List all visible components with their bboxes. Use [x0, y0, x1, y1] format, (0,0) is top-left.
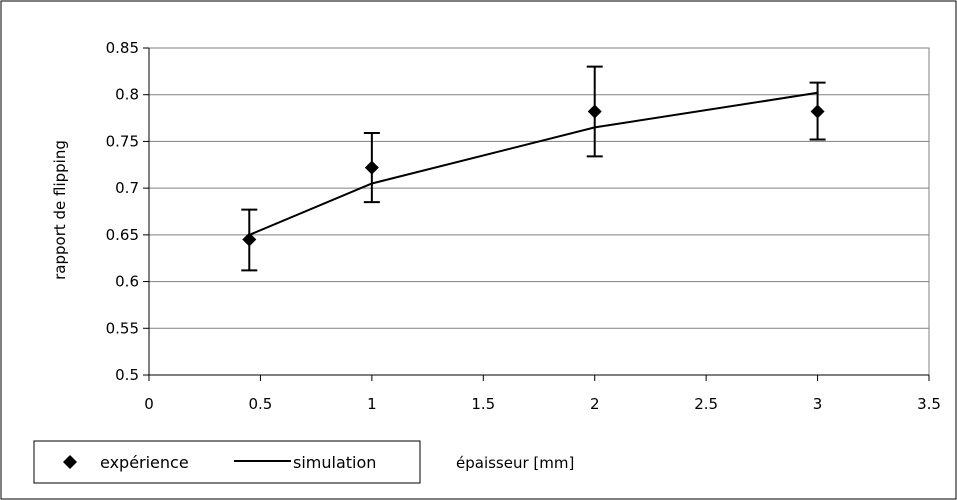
x-tick-label: 2.5 [694, 395, 718, 413]
experience-point [587, 104, 602, 119]
x-tick-label: 1.5 [471, 395, 495, 413]
y-tick-label: 0.65 [106, 226, 139, 244]
y-tick-label: 0.5 [115, 366, 139, 384]
x-tick-label: 0 [144, 395, 154, 413]
legend-box [33, 440, 421, 484]
series [241, 65, 826, 272]
y-axis-title: rapport de flipping [51, 140, 69, 280]
y-tick-label: 0.8 [115, 86, 139, 104]
x-tick-label: 1 [367, 395, 377, 413]
legend: expérience simulation [33, 440, 421, 484]
legend-label-simulation: simulation [293, 453, 376, 472]
x-tick-label: 3.5 [917, 395, 941, 413]
x-tick-label: 2 [590, 395, 600, 413]
x-axis-title: épaisseur [mm] [456, 454, 574, 472]
y-tick-label: 0.6 [115, 273, 139, 291]
y-tick-label: 0.75 [106, 132, 139, 150]
x-tick-label: 3 [813, 395, 823, 413]
plot-area [148, 47, 930, 376]
simulation-line [248, 91, 818, 236]
experience-point [810, 104, 825, 119]
y-tick-label: 0.55 [106, 319, 139, 337]
legend-marker-experience [63, 455, 77, 469]
axes: 0.5 0.55 0.6 0.65 0.7 0.75 0.8 0.85 0 0.5 1 1.5 2 2.5… [106, 39, 941, 413]
y-tick-label: 0.7 [115, 179, 139, 197]
experience-point [242, 232, 257, 247]
y-tick-label: 0.85 [106, 39, 139, 57]
legend-label-experience: expérience [100, 453, 189, 472]
x-tick-label: 0.5 [248, 395, 272, 413]
experience-point [364, 160, 379, 175]
